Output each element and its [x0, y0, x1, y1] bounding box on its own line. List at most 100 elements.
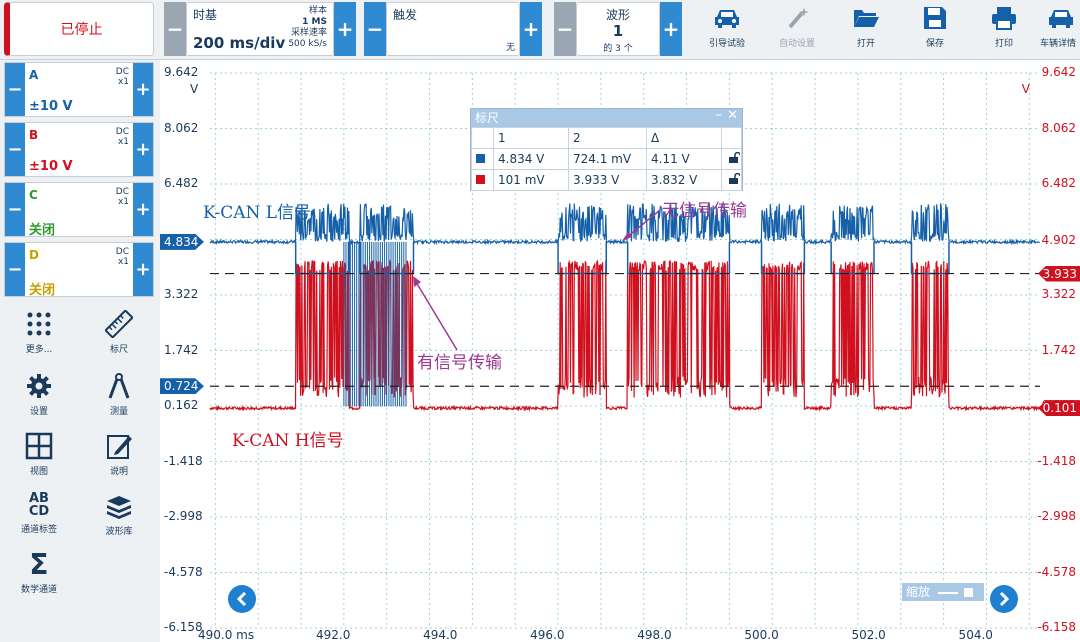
- time-axis-tick: 500.0: [744, 628, 779, 642]
- gear-icon: [27, 374, 51, 398]
- channel-labels-label: 通道标签: [20, 525, 57, 535]
- ruler-cursors[interactable]: [210, 272, 1040, 387]
- rulers-button[interactable]: 标尺: [89, 310, 149, 355]
- notes-button[interactable]: 说明: [89, 432, 149, 477]
- channel-a[interactable]: − A DC x1 ±10 V +: [4, 62, 154, 117]
- chevron-left-icon: [236, 592, 247, 606]
- run-stop-button[interactable]: 已停止: [4, 2, 154, 56]
- right-axis-tick: 8.062: [1041, 120, 1076, 135]
- more-button[interactable]: 更多...: [9, 310, 69, 355]
- waveform-next-button[interactable]: +: [660, 2, 682, 56]
- vehicle-details-button[interactable]: 车辆详情: [1040, 2, 1080, 56]
- right-axis-tick: -6.158: [1037, 620, 1076, 634]
- ruler-row-a-delta: 4.11 V: [646, 148, 722, 170]
- car-details-icon: [1049, 10, 1073, 28]
- magic-wand-icon: [788, 7, 809, 29]
- trigger-value: 无: [505, 43, 515, 53]
- channel-labels-button[interactable]: AB CD 通道标签: [9, 492, 69, 535]
- waveform-chart[interactable]: [160, 60, 1080, 642]
- waveform-library-label: 波形库: [105, 527, 133, 537]
- channel-c[interactable]: − C DC x1 关闭 +: [4, 182, 154, 238]
- lock-icon[interactable]: [721, 169, 742, 191]
- math-channels-button[interactable]: Σ 数学通道: [9, 548, 69, 596]
- right-cursor-marker[interactable]: 0.101: [1038, 400, 1080, 417]
- time-axis-tick: 496.0: [530, 628, 565, 642]
- close-icon[interactable]: ✕: [727, 108, 738, 123]
- ruler-table-window[interactable]: 标尺 – ✕ 1 2 Δ 4.834 V 724.1 mV 4.11 V 101…: [470, 107, 743, 191]
- channel-b-trace: [209, 259, 1040, 412]
- channel-b-increase-button[interactable]: +: [133, 123, 153, 176]
- trigger-group[interactable]: 触发 无: [386, 2, 520, 56]
- minimize-icon[interactable]: –: [715, 107, 722, 123]
- scroll-left-button[interactable]: [228, 585, 256, 613]
- zoom-close-icon[interactable]: ✕: [909, 600, 920, 614]
- right-axis-tick: 3.322: [1041, 287, 1076, 301]
- scroll-right-button[interactable]: [990, 585, 1018, 613]
- time-axis-tick: 492.0: [315, 628, 351, 642]
- ruler-window-header[interactable]: 标尺 – ✕: [471, 107, 742, 127]
- trigger-increase-button[interactable]: +: [520, 2, 542, 56]
- trigger-decrease-button[interactable]: −: [364, 2, 386, 56]
- print-label: 打印: [994, 39, 1013, 49]
- time-axis-tick: 498.0: [637, 628, 672, 642]
- time-axis-tick: 490.0 ms: [198, 628, 255, 642]
- channel-a-decrease-button[interactable]: −: [5, 63, 25, 116]
- lock-icon[interactable]: [721, 148, 742, 170]
- measurements-button[interactable]: 测量: [89, 372, 149, 417]
- channel-d-increase-button[interactable]: +: [133, 243, 153, 296]
- zoom-box-icon[interactable]: [963, 588, 973, 597]
- timebase-increase-button[interactable]: +: [334, 2, 356, 56]
- note-icon: [107, 435, 132, 459]
- channel-b-decrease-button[interactable]: −: [5, 123, 25, 176]
- channel-c-decrease-button[interactable]: −: [5, 183, 25, 236]
- no-signal-annotation: 无信号传输: [662, 201, 747, 221]
- side-tool-panel: 更多... 标尺 设置 测量 视图 说明 AB CD 通道标签 波形库 Σ 数学…: [0, 300, 160, 642]
- channel-d-decrease-button[interactable]: −: [5, 243, 25, 296]
- zoom-slider-icon[interactable]: [937, 591, 958, 594]
- ruler-header-1: 1: [493, 127, 569, 149]
- channel-a-signal-pulses: [343, 241, 407, 407]
- scope-plot-area[interactable]: 9.642 8.062 6.482 4.902 3.322 1.742 0.162 -1.41…: [160, 60, 1080, 642]
- view-button[interactable]: 视图: [9, 432, 69, 477]
- print-button[interactable]: 打印: [975, 2, 1033, 56]
- sigma-icon: Σ: [29, 548, 49, 581]
- right-cursor-marker: 4.902: [1041, 232, 1076, 247]
- ruler-window-title: 标尺: [475, 111, 500, 125]
- ruler-row-a-v1: 4.834 V: [493, 148, 569, 170]
- waveform-group[interactable]: 波形 1 的 3 个: [576, 2, 660, 56]
- channel-d-range: 关闭: [29, 283, 56, 298]
- auto-setup-button[interactable]: 自动设置: [768, 2, 826, 56]
- left-axis-tick: -6.158: [164, 620, 203, 634]
- zoom-overview-bar[interactable]: 缩放 ✕: [902, 583, 984, 614]
- kcan-l-annotation: K-CAN L信号: [203, 203, 312, 223]
- settings-button[interactable]: 设置: [9, 372, 69, 417]
- channel-b-name: B: [29, 128, 39, 142]
- channel-c-name: C: [29, 188, 38, 202]
- ruler-header-lock: [721, 127, 742, 149]
- right-axis-unit: V: [1021, 82, 1030, 96]
- car-icon: [715, 10, 739, 28]
- ruler-header-row: 1 2 Δ: [471, 127, 742, 149]
- left-axis-tick: 0.162: [164, 398, 199, 412]
- right-cursor-marker[interactable]: 3.933: [1038, 265, 1080, 282]
- channel-c-increase-button[interactable]: +: [133, 183, 153, 236]
- waveform-library-button[interactable]: 波形库: [89, 492, 149, 537]
- ruler-header-delta: Δ: [646, 127, 722, 149]
- save-button[interactable]: 保存: [906, 2, 964, 56]
- channel-b[interactable]: − B DC x1 ±10 V +: [4, 122, 154, 177]
- trigger-label: 触发: [393, 8, 418, 22]
- ruler-row-b: 101 mV 3.933 V 3.832 V: [471, 169, 742, 191]
- top-toolbar: 已停止 − 时基 200 ms/div 样本 1 MS 采样速率 500 kS/…: [0, 0, 1080, 60]
- channel-d[interactable]: − D DC x1 关闭 +: [4, 242, 154, 298]
- more-label: 更多...: [25, 345, 53, 355]
- left-cursor-marker[interactable]: 4.834: [160, 233, 204, 250]
- channel-a-increase-button[interactable]: +: [133, 63, 153, 116]
- timebase-decrease-button[interactable]: −: [164, 2, 186, 56]
- left-cursor-marker[interactable]: 0.724: [160, 378, 204, 395]
- ruler-row-b-v1: 101 mV: [493, 169, 569, 191]
- open-button[interactable]: 打开: [837, 2, 895, 56]
- waveform-previous-button[interactable]: −: [554, 2, 576, 56]
- timebase-group[interactable]: 时基 200 ms/div 样本 1 MS 采样速率 500 kS/s: [186, 2, 334, 56]
- guided-test-button[interactable]: 引导试验: [698, 2, 756, 56]
- guided-test-label: 引导试验: [708, 39, 745, 49]
